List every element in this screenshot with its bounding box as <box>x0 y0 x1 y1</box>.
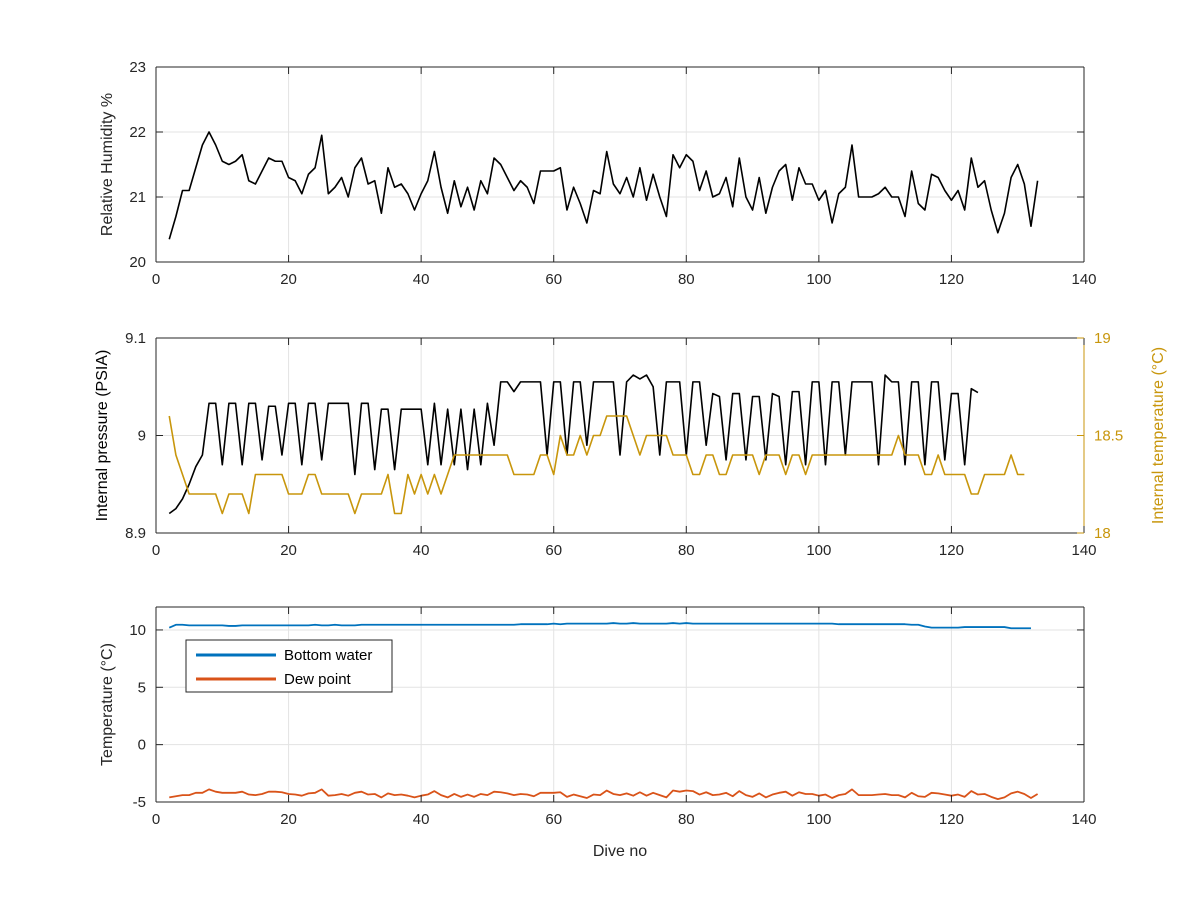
x-tick-label: 60 <box>545 542 562 559</box>
y2-axis-label: Internal temperature (°C) <box>1150 347 1167 524</box>
x-tick-label: 140 <box>1071 271 1096 288</box>
x-axis-label: Dive no <box>593 843 647 860</box>
x-tick-label: 60 <box>545 271 562 288</box>
y-tick-label: 22 <box>129 124 146 141</box>
series-line-2-2 <box>168 415 1025 515</box>
legend-label: Dew point <box>284 671 352 688</box>
series-line-bottom-water <box>168 622 1031 630</box>
x-tick-label: 20 <box>280 811 297 828</box>
y-tick-label: 9.1 <box>125 330 146 347</box>
x-tick-label: 140 <box>1071 542 1096 559</box>
legend-label: Bottom water <box>284 647 372 664</box>
y-tick-label: 0 <box>138 737 146 754</box>
x-tick-label: 80 <box>678 271 695 288</box>
x-tick-label: 0 <box>152 542 160 559</box>
y-tick-label: 8.9 <box>125 525 146 542</box>
x-tick-label: 40 <box>413 811 430 828</box>
x-tick-label: 120 <box>939 542 964 559</box>
series-line-2-1 <box>168 374 979 515</box>
y-tick-label: 23 <box>129 59 146 76</box>
x-tick-label: 40 <box>413 542 430 559</box>
x-tick-label: 100 <box>806 811 831 828</box>
y-tick-label: 5 <box>138 679 146 696</box>
legend-box <box>185 639 393 693</box>
x-tick-label: 20 <box>280 542 297 559</box>
y-tick-label: 20 <box>129 254 146 271</box>
x-tick-label: 80 <box>678 542 695 559</box>
chart-panel-3: 0 20 40 60 80 100 120 140 -5 0 5 10 Temperature (°C)… <box>99 606 1097 860</box>
y-axis-label: Temperature (°C) <box>99 643 116 766</box>
y-axis-label: Relative Humidity % <box>99 93 116 236</box>
x-tick-label: 0 <box>152 811 160 828</box>
chart-panel-2: 0 20 40 60 80 100 120 140 8.9 9 9.1 18 18.5 19 Interna… <box>94 330 1167 559</box>
x-tick-label: 80 <box>678 811 695 828</box>
y-tick-label: 9 <box>138 428 146 445</box>
x-tick-label: 120 <box>939 271 964 288</box>
x-tick-label: 0 <box>152 271 160 288</box>
x-tick-label: 20 <box>280 271 297 288</box>
y-tick-label: -5 <box>133 794 146 811</box>
x-tick-label: 120 <box>939 811 964 828</box>
y2-tick-label: 18 <box>1094 525 1111 542</box>
x-tick-label: 100 <box>806 271 831 288</box>
chart-panel-1: 0 20 40 60 80 100 120 140 20 21 22 23 Relative Humid… <box>99 59 1097 288</box>
x-tick-label: 40 <box>413 271 430 288</box>
y-tick-label: 21 <box>129 189 146 206</box>
y-tick-label: 10 <box>129 622 146 639</box>
plot-area <box>156 607 1084 802</box>
x-tick-label: 60 <box>545 811 562 828</box>
y-axis-label: Internal pressure (PSIA) <box>94 350 111 522</box>
series-line-1-1 <box>168 131 1039 240</box>
y2-tick-label: 19 <box>1094 330 1111 347</box>
x-tick-label: 140 <box>1071 811 1096 828</box>
legend: Bottom water Dew point <box>185 639 393 693</box>
y2-tick-label: 18.5 <box>1094 428 1123 445</box>
series-line-dew-point <box>169 788 1039 801</box>
x-tick-label: 100 <box>806 542 831 559</box>
plot-area <box>156 67 1084 262</box>
